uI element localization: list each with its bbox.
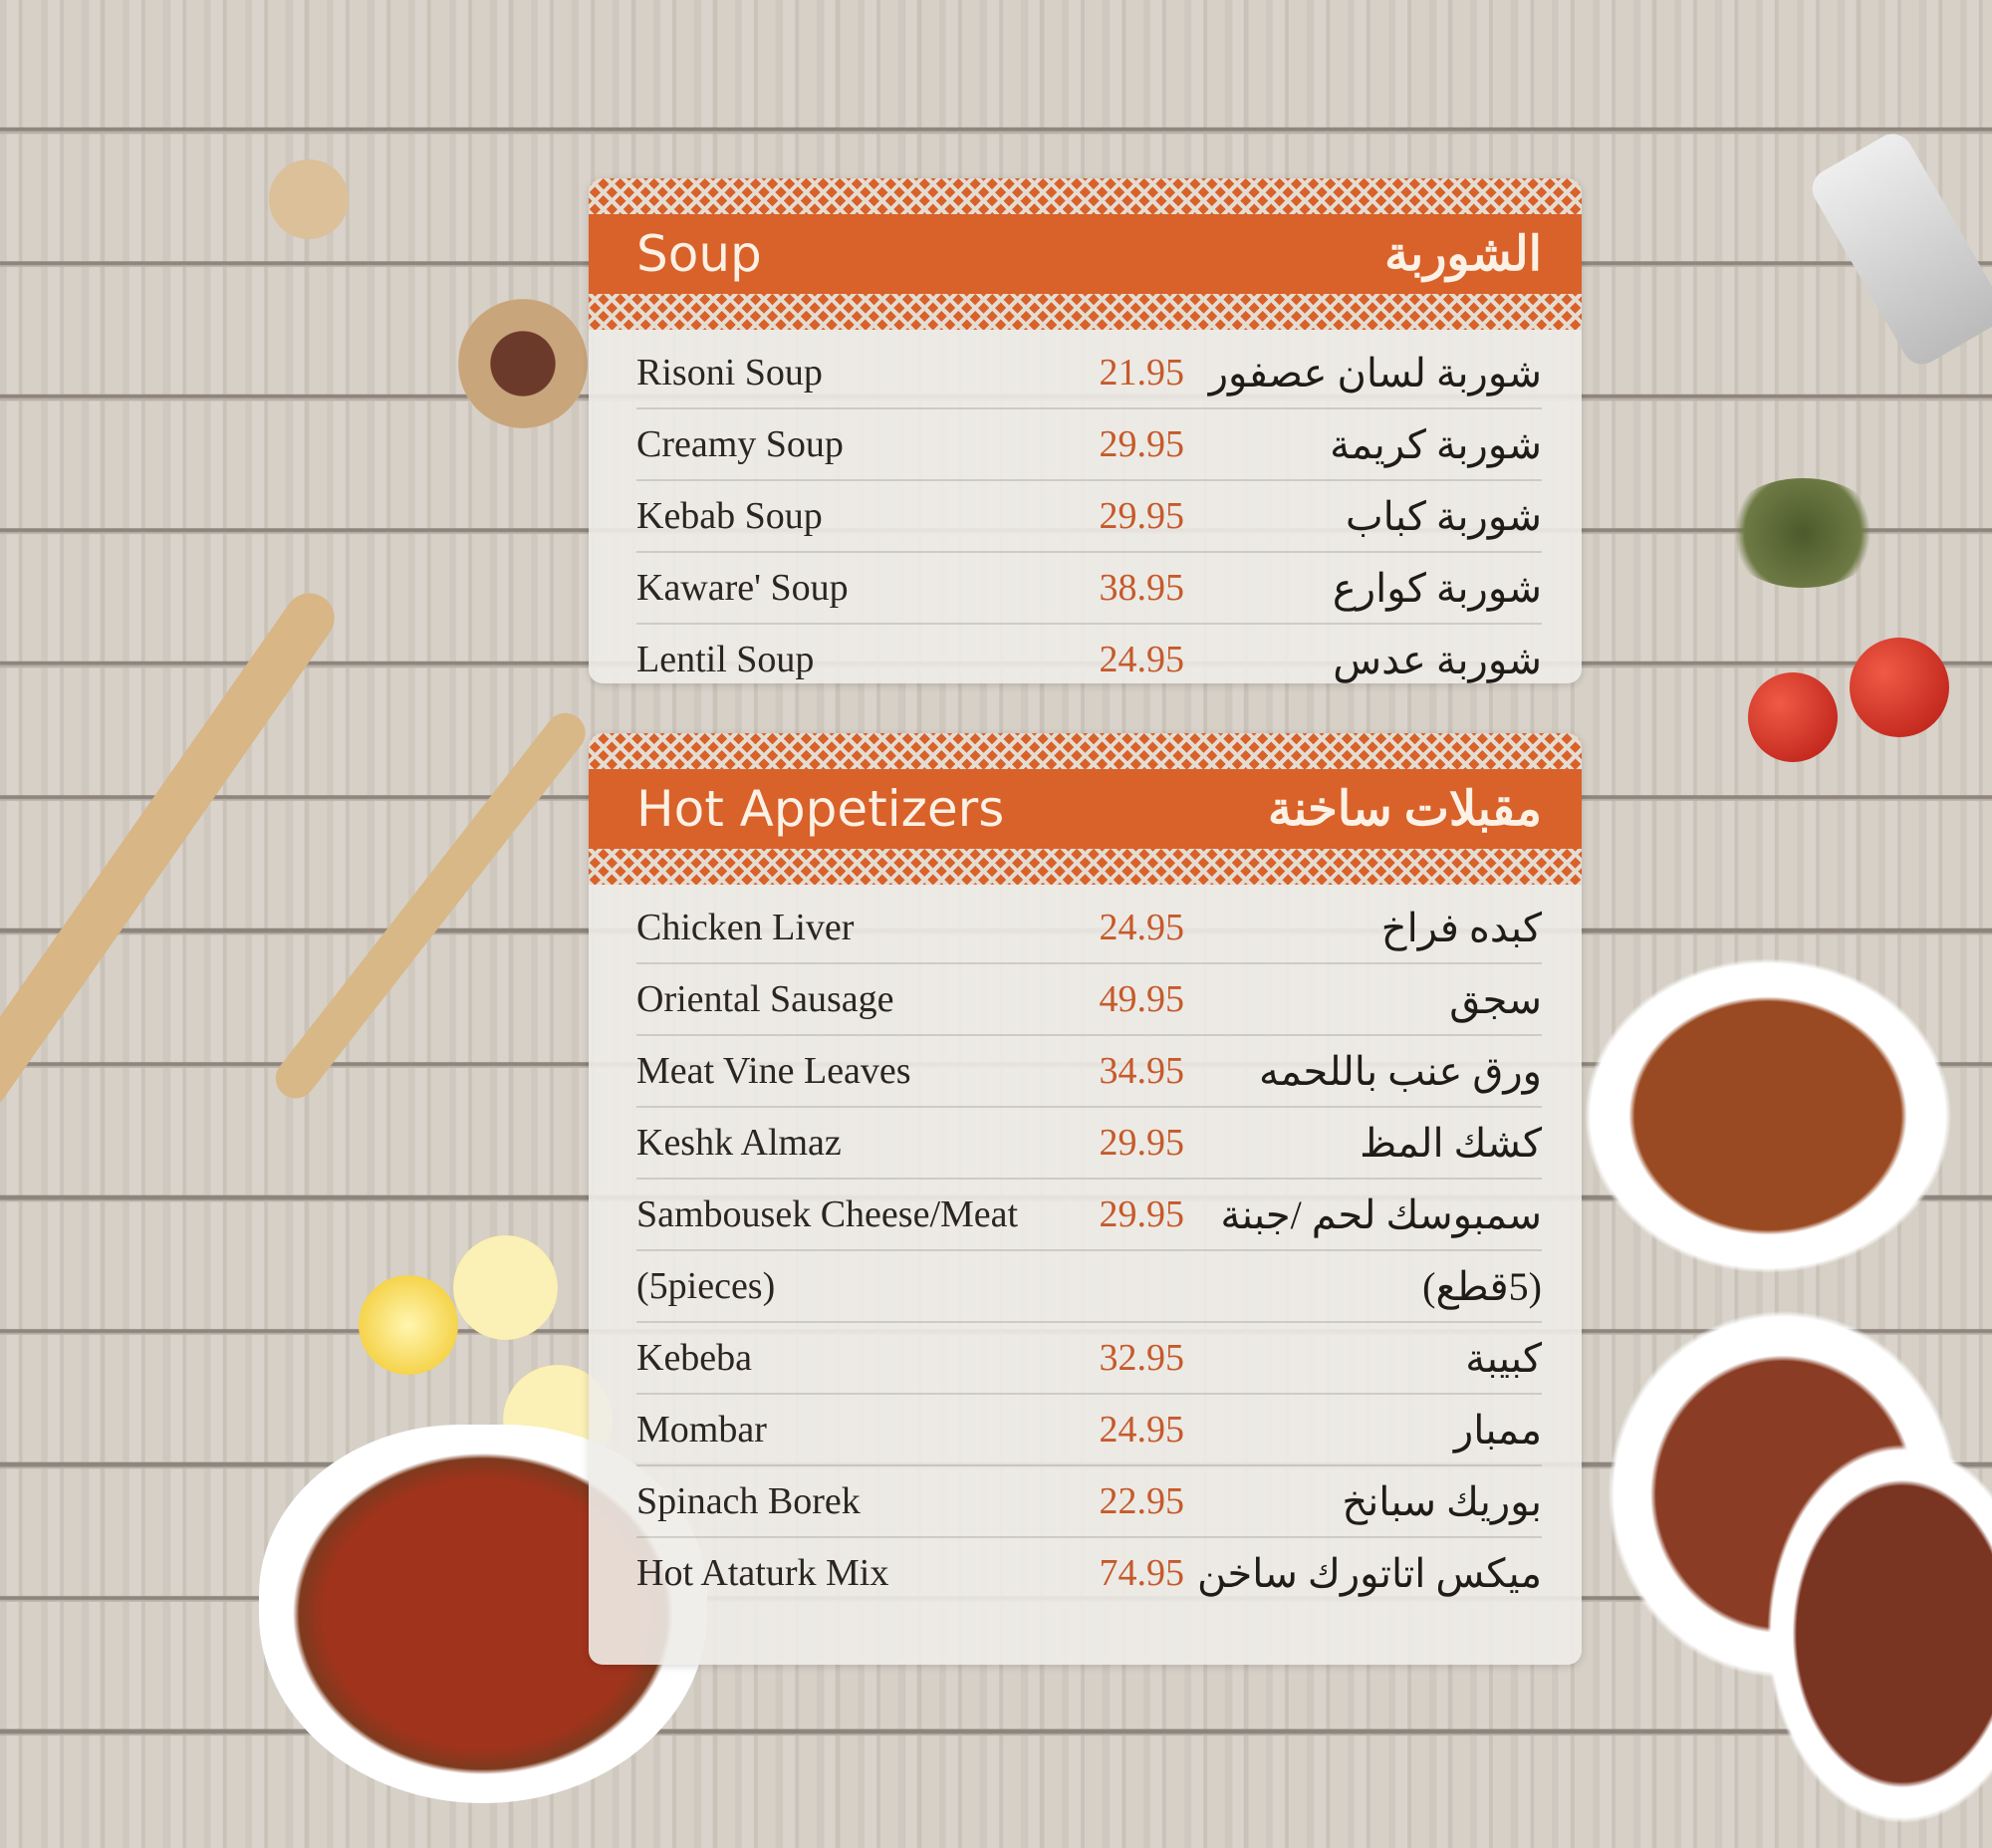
item-name-ar: سمبوسك لحم /جبنة: [1220, 1191, 1542, 1237]
header-pattern: [589, 294, 1582, 330]
item-name-ar: كبيبة: [1465, 1335, 1542, 1381]
item-price: 29.95: [1099, 495, 1185, 537]
item-name: Spinach Borek: [636, 1480, 861, 1522]
herbs-image: [1723, 478, 1882, 588]
item-name-ar: كبده فراخ: [1380, 905, 1542, 950]
hot-appetizers-section: Hot Appetizers مقبلات ساخنة Chicken Live…: [589, 733, 1582, 1665]
soup-section: Soup الشوربة Risoni Soup 21.95 شوربة لسان …: [589, 178, 1582, 683]
stew-dish-image: [1753, 1425, 1992, 1843]
item-price: 34.95: [1099, 1050, 1185, 1092]
item-name-ar: ممبار: [1453, 1407, 1542, 1452]
menu-item: Keshk Almaz 29.95 كشك المظ: [636, 1108, 1542, 1180]
item-name-ar: شوربة لسان عصفور: [1208, 350, 1542, 396]
item-price: 32.95: [1099, 1337, 1185, 1379]
item-price: 29.95: [1099, 1122, 1185, 1164]
lemon-image: [453, 1235, 558, 1340]
item-name-ar: ميكس اتاتورك ساخن: [1197, 1550, 1542, 1596]
item-name-ar: ورق عنب باللحمه: [1258, 1048, 1542, 1094]
item-name: Kebab Soup: [636, 495, 823, 537]
item-price: 29.95: [1099, 1193, 1185, 1235]
item-price: 74.95: [1099, 1552, 1185, 1594]
section-title-ar: الشوربة: [1384, 228, 1542, 281]
section-title-ar: مقبلات ساخنة: [1267, 783, 1542, 836]
item-price: 24.95: [1099, 1409, 1185, 1451]
item-name-ar: بوريك سبانخ: [1342, 1478, 1542, 1524]
item-name-ar: شوربة كوارع: [1332, 565, 1542, 611]
lemon-image: [359, 1275, 458, 1375]
item-price: 21.95: [1099, 352, 1185, 394]
section-header: Soup الشوربة: [589, 214, 1582, 294]
item-name: Lentil Soup: [636, 639, 815, 680]
item-name-ar: كشك المظ: [1360, 1120, 1542, 1166]
item-name: Sambousek Cheese/Meat: [636, 1193, 1019, 1235]
header-pattern: [589, 178, 1582, 214]
item-name: Risoni Soup: [636, 352, 823, 394]
item-price: 24.95: [1099, 639, 1185, 680]
item-name: Meat Vine Leaves: [636, 1050, 911, 1092]
menu-item: Spinach Borek 22.95 بوريك سبانخ: [636, 1466, 1542, 1538]
menu-item: Kaware' Soup 38.95 شوربة كوارع: [636, 553, 1542, 625]
tomato-image: [1850, 638, 1949, 737]
item-name-ar: شوربة عدس: [1333, 637, 1542, 682]
item-price: 24.95: [1099, 907, 1185, 948]
item-name: Creamy Soup: [636, 423, 844, 465]
wooden-scoop-bowl-image: [458, 299, 588, 428]
header-pattern: [589, 849, 1582, 885]
header-pattern: [589, 733, 1582, 769]
item-name: Kebeba: [636, 1337, 753, 1379]
menu-item: Chicken Liver 24.95 كبده فراخ: [636, 893, 1542, 964]
item-name-ar: شوربة كريمة: [1330, 421, 1542, 467]
item-name: Oriental Sausage: [636, 978, 894, 1020]
item-price: 38.95: [1099, 567, 1185, 609]
item-name: Chicken Liver: [636, 907, 855, 948]
item-name: Hot Ataturk Mix: [636, 1552, 889, 1594]
item-name-ar: (5قطع): [1422, 1263, 1542, 1309]
wooden-spatula-image: [0, 583, 345, 1119]
salt-shaker-image: [1805, 127, 1992, 372]
item-price: 29.95: [1099, 423, 1185, 465]
tomato-image: [1748, 672, 1838, 762]
item-name: Kaware' Soup: [636, 567, 849, 609]
item-price: 22.95: [1099, 1480, 1185, 1522]
menu-item: Lentil Soup 24.95 شوربة عدس: [636, 625, 1542, 683]
section-title-en: Hot Appetizers: [636, 780, 1005, 838]
menu-item: Kebeba 32.95 كبيبة: [636, 1323, 1542, 1395]
menu-item: Oriental Sausage 49.95 سجق: [636, 964, 1542, 1036]
section-title-en: Soup: [636, 225, 762, 283]
menu-item: Creamy Soup 29.95 شوربة كريمة: [636, 409, 1542, 481]
item-name: (5pieces): [636, 1265, 776, 1307]
section-header: Hot Appetizers مقبلات ساخنة: [589, 769, 1582, 849]
menu-item: Risoni Soup 21.95 شوربة لسان عصفور: [636, 338, 1542, 409]
menu-item: (5pieces) (5قطع): [636, 1251, 1542, 1323]
item-name-ar: سجق: [1449, 976, 1542, 1022]
item-name: Mombar: [636, 1409, 767, 1451]
menu-item: Hot Ataturk Mix 74.95 ميكس اتاتورك ساخن: [636, 1538, 1542, 1608]
wooden-scoop-image: [254, 144, 364, 254]
menu-item: Sambousek Cheese/Meat 29.95 سمبوسك لحم /جب…: [636, 1180, 1542, 1251]
wooden-spoon-image: [267, 704, 594, 1107]
item-price: 49.95: [1099, 978, 1185, 1020]
kebeba-dish-image: [1559, 936, 1977, 1295]
item-name: Keshk Almaz: [636, 1122, 842, 1164]
menu-item: Mombar 24.95 ممبار: [636, 1395, 1542, 1466]
menu-item: Meat Vine Leaves 34.95 ورق عنب باللحمه: [636, 1036, 1542, 1108]
menu-item: Kebab Soup 29.95 شوربة كباب: [636, 481, 1542, 553]
item-name-ar: شوربة كباب: [1345, 493, 1542, 539]
